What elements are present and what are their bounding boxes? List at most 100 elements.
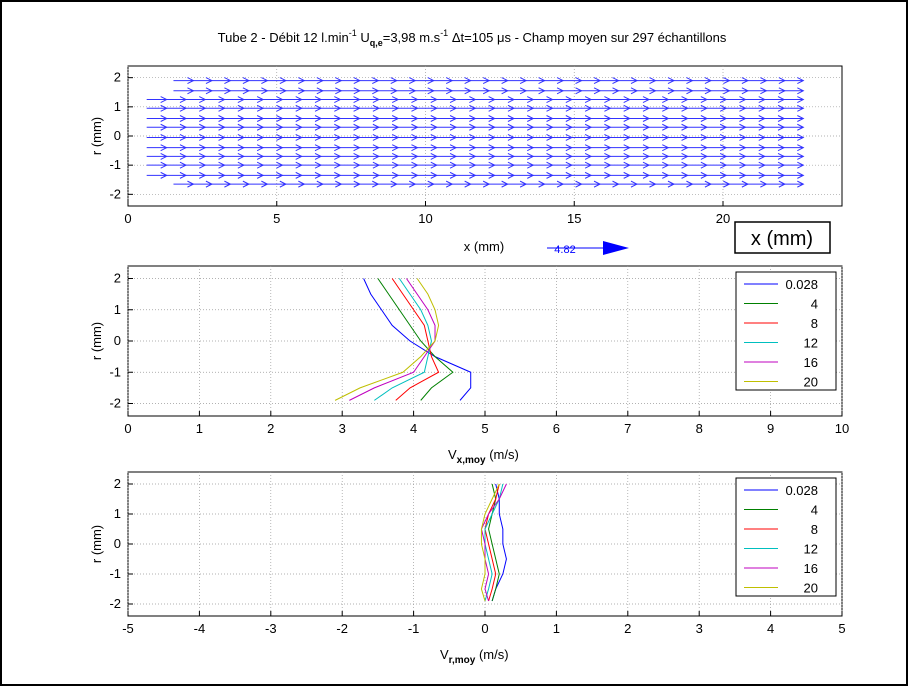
vr-legend-label: 4 bbox=[811, 503, 818, 518]
vr-xtick-label: 2 bbox=[624, 621, 631, 636]
vr-series-line bbox=[488, 483, 500, 602]
quiver-xtick-label: 0 bbox=[124, 211, 131, 226]
figure-svg: Tube 2 - Débit 12 l.min-1 Uq,e=3,98 m.s-… bbox=[89, 28, 849, 666]
vr-legend-label: 16 bbox=[804, 561, 818, 576]
vx-ylabel: r (mm) bbox=[89, 322, 104, 360]
reference-vector-arrowhead bbox=[603, 241, 629, 255]
vr-legend-box bbox=[735, 477, 837, 597]
vr-ylabel: r (mm) bbox=[89, 525, 104, 563]
vx-xtick-label: 5 bbox=[481, 421, 488, 436]
quiver-ytick-label: -2 bbox=[109, 186, 121, 201]
quiver-arrow bbox=[783, 180, 805, 188]
vx-xtick-label: 4 bbox=[410, 421, 417, 436]
vx-grid bbox=[127, 266, 843, 416]
vr-legend: 0.028 4 8 12 16 20 bbox=[735, 477, 837, 597]
quiver-vectors bbox=[146, 77, 805, 188]
vr-series-line bbox=[480, 483, 507, 602]
quiver-xtick-label: 15 bbox=[567, 211, 581, 226]
quiver-ytick-label: 0 bbox=[114, 128, 121, 143]
vx-ytick-label: -2 bbox=[109, 396, 121, 411]
vx-ticks: 0 1 2 3 4 5 6 7 8 9 10 -2 -1 0 1 2 bbox=[109, 271, 849, 437]
vr-ytick-label: 2 bbox=[114, 476, 121, 491]
vr-xtick-label: 0 bbox=[481, 621, 488, 636]
vx-series-lines bbox=[334, 278, 472, 401]
annotation-box bbox=[734, 221, 831, 254]
vr-series-lines bbox=[480, 483, 507, 602]
vr-xtick-label: 1 bbox=[553, 621, 560, 636]
quiver-xtick-label: 5 bbox=[273, 211, 280, 226]
vx-xtick-label: 10 bbox=[835, 421, 849, 436]
vx-series-line bbox=[374, 278, 432, 401]
quiver-arrow bbox=[783, 134, 805, 141]
figure-title: Tube 2 - Débit 12 l.min-1 Uq,e=3,98 m.s-… bbox=[218, 28, 727, 48]
vr-legend-label: 8 bbox=[811, 522, 818, 537]
vr-legend-label: 0.028 bbox=[785, 483, 818, 498]
vx-series-line bbox=[377, 278, 454, 401]
vx-xtick-label: 0 bbox=[124, 421, 131, 436]
quiver-arrow bbox=[783, 104, 805, 112]
vx-legend-label: 8 bbox=[811, 316, 818, 331]
quiver-arrow bbox=[783, 152, 805, 160]
quiver-xlabel: x (mm) bbox=[464, 239, 504, 254]
vr-ytick-label: 0 bbox=[114, 536, 121, 551]
quiver-ticks: 0 5 10 15 20 -2 -1 0 1 2 bbox=[109, 70, 730, 226]
vr-xtick-label: 4 bbox=[767, 621, 774, 636]
vr-xlabel: Vr,moy (m/s) bbox=[440, 647, 509, 666]
vx-series-line bbox=[391, 278, 440, 401]
vr-series-line bbox=[484, 483, 500, 602]
quiver-arrow bbox=[783, 161, 805, 169]
quiver-ylabel: r (mm) bbox=[89, 117, 104, 155]
quiver-arrow bbox=[783, 96, 805, 103]
vr-xtick-label: -5 bbox=[122, 621, 134, 636]
quiver-panel: 0 5 10 15 20 -2 -1 0 1 2 r (mm) x (mm) 4.82 x (mm… bbox=[89, 65, 843, 256]
vx-legend-label: 20 bbox=[804, 375, 818, 390]
vx-legend-label: 4 bbox=[811, 297, 818, 312]
quiver-ytick-label: 2 bbox=[114, 70, 121, 85]
vr-ytick-label: -1 bbox=[109, 566, 121, 581]
vx-ytick-label: -1 bbox=[109, 364, 121, 379]
quiver-arrow bbox=[783, 144, 805, 152]
quiver-arrow bbox=[783, 115, 805, 122]
vx-xtick-label: 6 bbox=[553, 421, 560, 436]
vr-xtick-label: -1 bbox=[408, 621, 420, 636]
vx-legend: 0.028 4 8 12 16 20 bbox=[735, 271, 837, 391]
vx-series-line bbox=[363, 278, 472, 401]
vx-ytick-label: 2 bbox=[114, 271, 121, 286]
vx-xlabel: Vx,moy (m/s) bbox=[448, 447, 519, 466]
vx-xtick-label: 3 bbox=[339, 421, 346, 436]
vx-ytick-label: 1 bbox=[114, 302, 121, 317]
vr-series-line bbox=[480, 483, 500, 602]
vr-ytick-label: -2 bbox=[109, 596, 121, 611]
vx-xtick-label: 2 bbox=[267, 421, 274, 436]
vx-legend-box bbox=[735, 271, 837, 391]
quiver-xtick-label: 10 bbox=[418, 211, 432, 226]
vx-legend-label: 0.028 bbox=[785, 277, 818, 292]
vr-xtick-label: 3 bbox=[696, 621, 703, 636]
vx-series-line bbox=[334, 278, 440, 401]
vr-xtick-label: -2 bbox=[336, 621, 348, 636]
vr-ytick-label: 1 bbox=[114, 506, 121, 521]
vx-xtick-label: 7 bbox=[624, 421, 631, 436]
quiver-arrow bbox=[783, 87, 805, 95]
vr-series-line bbox=[491, 483, 507, 602]
vx-legend-label: 16 bbox=[804, 355, 818, 370]
vr-legend-label: 12 bbox=[804, 542, 818, 557]
vr-legend-label: 20 bbox=[804, 581, 818, 596]
quiver-ytick-label: -1 bbox=[109, 157, 121, 172]
annotation-box-text: x (mm) bbox=[751, 228, 813, 250]
vx-ytick-label: 0 bbox=[114, 333, 121, 348]
vx-xtick-label: 9 bbox=[767, 421, 774, 436]
quiver-arrow bbox=[783, 77, 805, 85]
quiver-xtick-label: 20 bbox=[716, 211, 730, 226]
reference-vector-label: 4.82 bbox=[554, 244, 575, 256]
quiver-arrow bbox=[783, 123, 805, 131]
vx-xtick-label: 8 bbox=[696, 421, 703, 436]
vr-xtick-label: 5 bbox=[838, 621, 845, 636]
vr-xtick-label: -3 bbox=[265, 621, 277, 636]
quiver-arrow bbox=[783, 171, 805, 179]
vx-xtick-label: 1 bbox=[196, 421, 203, 436]
